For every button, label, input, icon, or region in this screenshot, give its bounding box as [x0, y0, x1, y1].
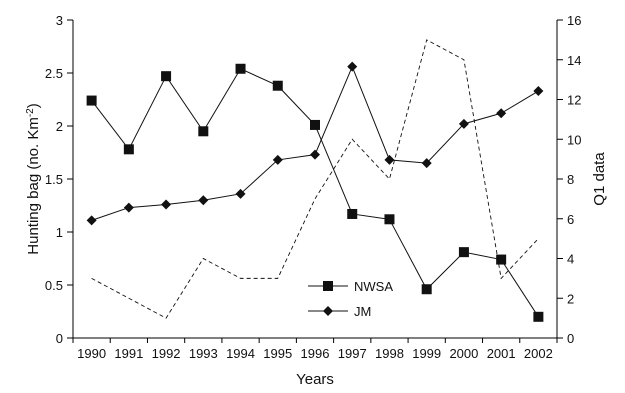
left-y-axis-title-superscript: -2 — [25, 108, 36, 117]
series-jm — [86, 61, 544, 226]
data-point-nwsa — [384, 214, 395, 225]
left-y-tick-label: 0 — [56, 331, 63, 346]
legend-item-nwsa: NWSA — [308, 279, 393, 294]
left-y-axis-title-text: Hunting bag (no. Km — [25, 117, 42, 255]
data-point-jm — [310, 149, 320, 160]
right-y-tick-label: 0 — [567, 331, 574, 346]
data-point-nwsa — [421, 284, 432, 295]
data-point-nwsa — [347, 208, 358, 219]
left-y-tick-label: 3 — [56, 13, 63, 28]
data-point-jm — [384, 154, 395, 165]
series-nwsa — [86, 63, 544, 322]
data-point-nwsa — [198, 126, 209, 137]
legend: NWSA JM — [308, 279, 393, 319]
x-tick-label: 2001 — [487, 346, 516, 361]
data-point-jm — [533, 86, 544, 97]
data-point-nwsa — [496, 254, 507, 265]
x-tick-label: 1993 — [189, 346, 218, 361]
data-point-jm — [347, 61, 358, 72]
left-y-tick-label: 2 — [56, 119, 63, 134]
data-point-nwsa — [458, 247, 469, 258]
data-point-nwsa — [272, 80, 283, 91]
data-point-nwsa — [123, 144, 134, 155]
data-point-jm — [421, 158, 432, 169]
x-tick-label: 1998 — [375, 346, 404, 361]
data-point-nwsa — [310, 119, 320, 130]
legend-label-nwsa: NWSA — [354, 279, 393, 294]
right-y-tick-label: 8 — [567, 172, 574, 187]
right-y-tick-label: 6 — [567, 212, 574, 227]
data-point-jm — [161, 199, 172, 210]
legend-label-jm: JM — [354, 304, 371, 319]
x-tick-label: 1996 — [301, 346, 330, 361]
data-point-jm — [496, 108, 507, 119]
right-y-ticks: 0 2 4 6 8 10 12 14 16 — [557, 13, 581, 346]
x-tick-label: 1994 — [226, 346, 255, 361]
x-tick-label: 1992 — [152, 346, 181, 361]
right-y-tick-label: 10 — [567, 132, 581, 147]
data-point-nwsa — [533, 311, 544, 322]
right-y-axis-title: Q1 data — [591, 152, 608, 206]
data-point-jm — [86, 215, 97, 226]
right-y-tick-label: 14 — [567, 53, 581, 68]
right-y-tick-label: 4 — [567, 252, 574, 267]
left-y-axis-title: Hunting bag (no. Km-2) — [25, 103, 43, 254]
data-point-jm — [198, 195, 209, 206]
left-y-tick-label: 1 — [56, 225, 63, 240]
series-layer — [86, 39, 544, 322]
data-point-jm — [235, 188, 246, 199]
right-y-tick-label: 12 — [567, 93, 581, 108]
x-tick-label: 2000 — [449, 346, 478, 361]
x-tick-label: 1990 — [77, 346, 106, 361]
series-q1-data — [91, 39, 539, 319]
x-tick-label: 1999 — [412, 346, 441, 361]
legend-marker-jm — [323, 306, 333, 316]
right-y-tick-label: 16 — [567, 13, 581, 28]
series-line-q1-data — [91, 39, 539, 319]
data-point-jm — [458, 118, 469, 129]
data-point-nwsa — [161, 71, 172, 82]
x-tick-label: 1991 — [114, 346, 143, 361]
legend-item-jm: JM — [308, 304, 371, 319]
left-y-tick-label: 0.5 — [45, 278, 63, 293]
x-tick-label: 2002 — [524, 346, 553, 361]
data-point-jm — [123, 202, 134, 213]
x-ticks: 1990 1991 1992 1993 1994 1995 1996 1997 1998 1999… — [72, 338, 558, 361]
x-tick-label: 1995 — [263, 346, 292, 361]
x-axis-title: Years — [296, 371, 334, 388]
legend-marker-nwsa — [323, 281, 333, 291]
left-y-axis-title-suffix: ) — [25, 103, 42, 108]
left-y-tick-label: 1.5 — [45, 172, 63, 187]
data-point-nwsa — [235, 63, 246, 74]
left-y-tick-label: 2.5 — [45, 66, 63, 81]
data-point-jm — [272, 154, 283, 165]
x-tick-label: 1997 — [338, 346, 367, 361]
axes — [72, 20, 558, 339]
series-line-jm — [91, 65, 539, 221]
right-y-tick-label: 2 — [567, 291, 574, 306]
left-y-ticks: 0 0.5 1 1.5 2 2.5 3 — [45, 13, 73, 346]
data-point-nwsa — [86, 95, 97, 106]
